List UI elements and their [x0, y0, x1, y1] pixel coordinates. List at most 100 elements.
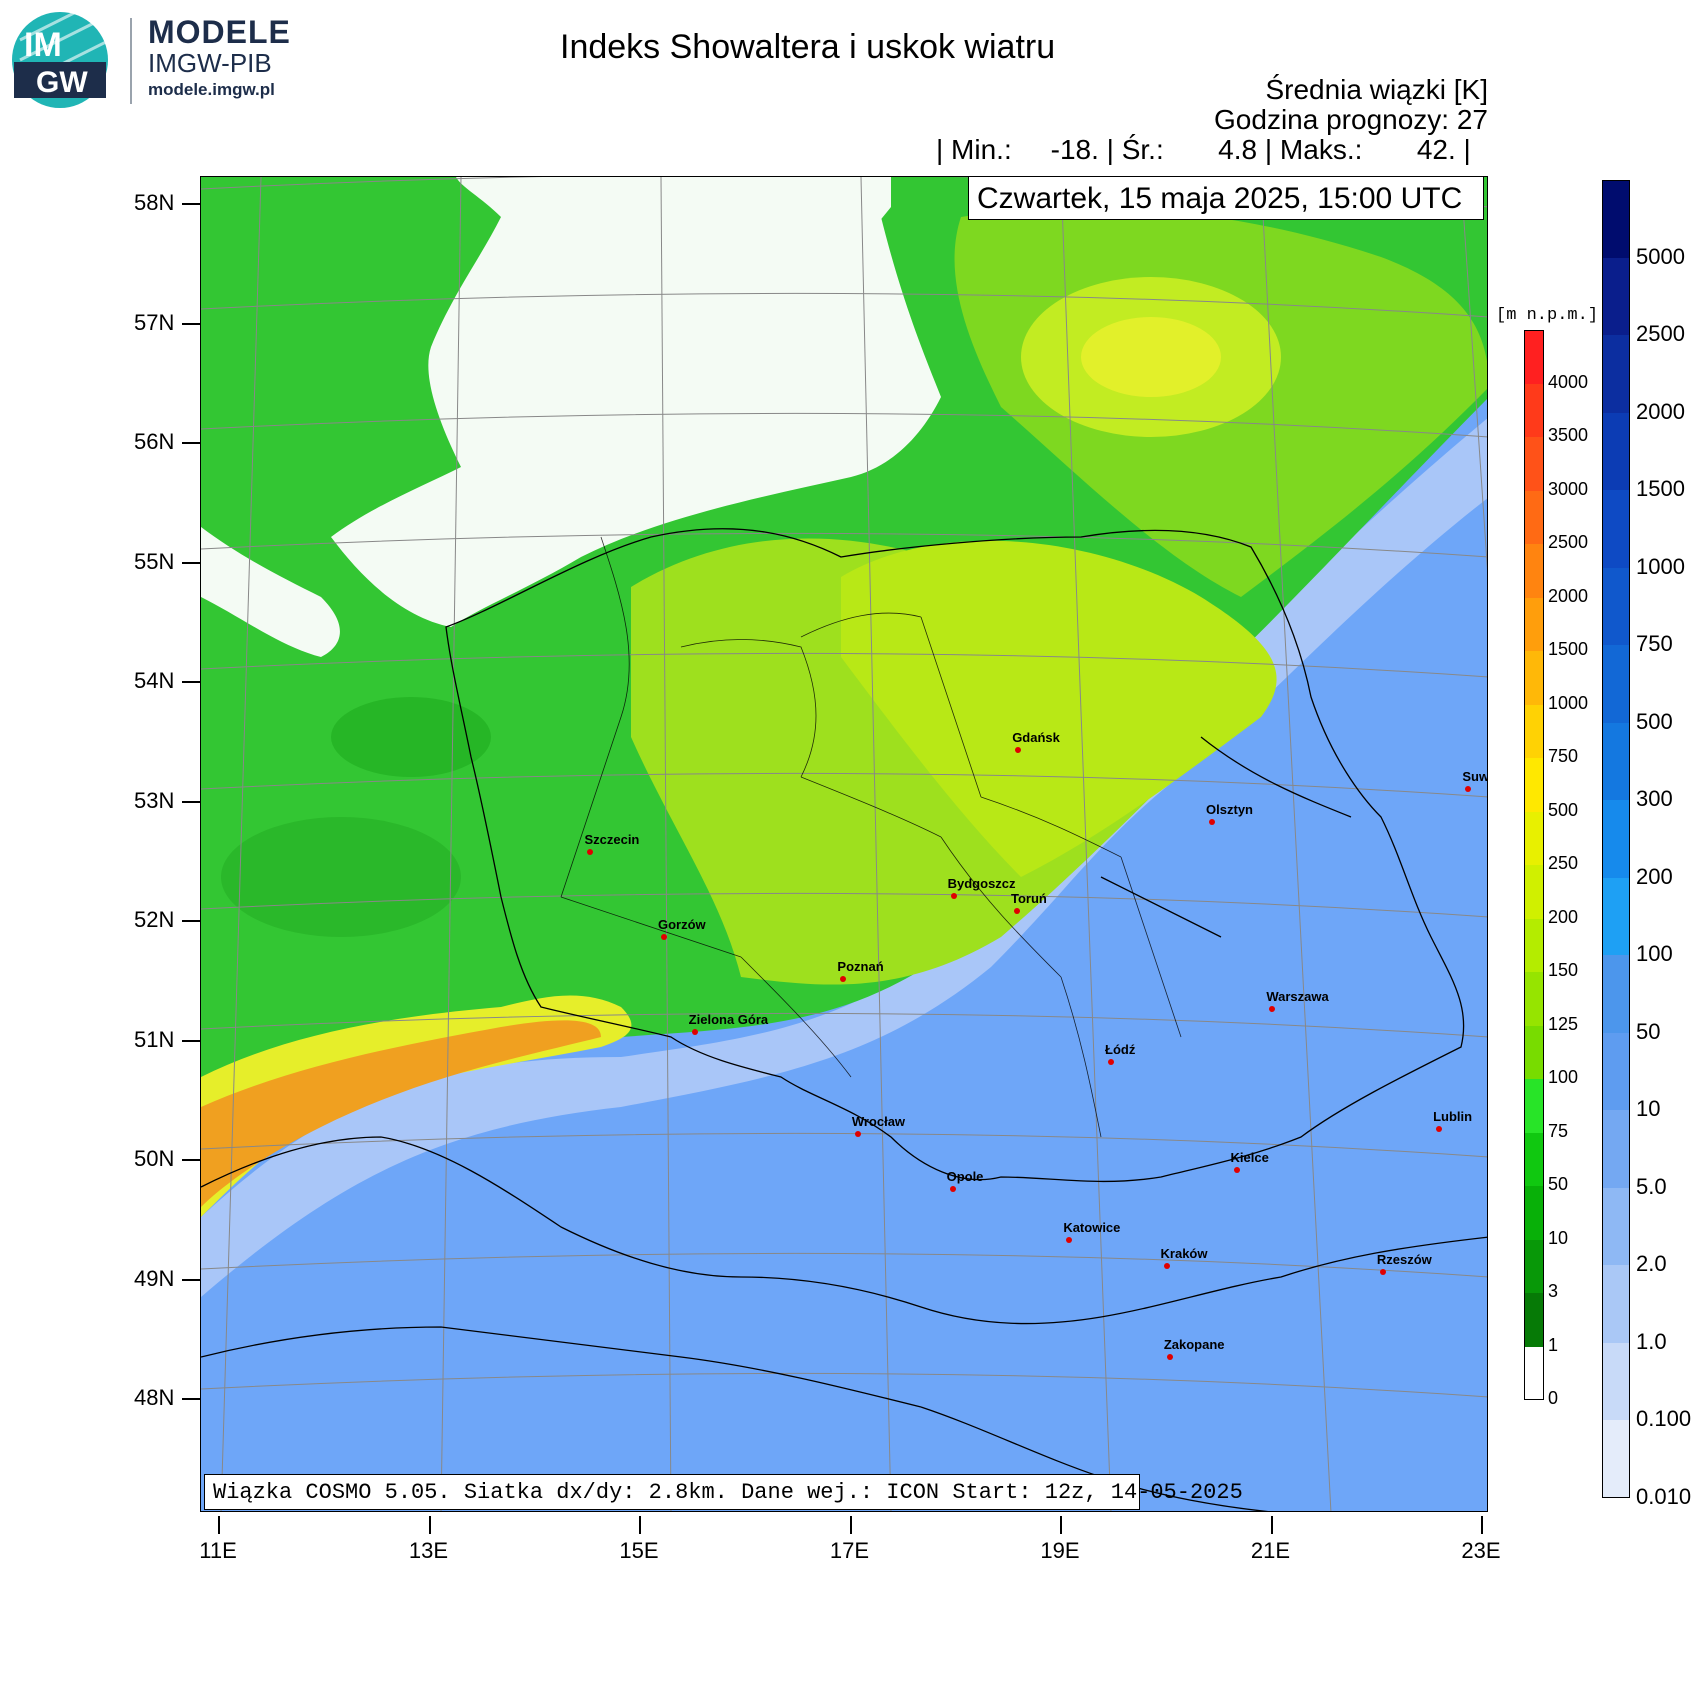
colorbar-terrain-label: 750 [1548, 746, 1579, 766]
logo-url[interactable]: modele.imgw.pl [148, 80, 275, 99]
colorbar-terrain-label: 3000 [1548, 478, 1589, 499]
colorbar-shear-segment [1602, 1110, 1630, 1188]
city-marker [587, 849, 594, 856]
lon-tick [218, 1516, 220, 1534]
date-box: Czwartek, 15 maja 2025, 15:00 UTC [968, 176, 1484, 220]
lon-label: 19E [1040, 1538, 1080, 1563]
lon-label: 21E [1250, 1538, 1291, 1563]
lat-label: 54N [134, 668, 175, 693]
map-area[interactable]: GdańskSuwałkiOlsztynBiałystokSzczecinByd… [200, 176, 1488, 1512]
lon-label: 23E [1461, 1538, 1501, 1563]
colorbar-terrain-label: 4000 [1548, 371, 1589, 392]
lon-tick [428, 1516, 431, 1534]
colorbar-terrain-label: 10 [1548, 1227, 1569, 1248]
logo-subtitle: IMGW-PIB [148, 48, 272, 78]
colorbar-terrain-label: 1000 [1548, 692, 1589, 713]
colorbar-terrain-segment [1524, 490, 1544, 544]
lat-label: 53N [134, 787, 175, 813]
colorbar-shear-segment [1602, 877, 1630, 955]
colorbar-shear-segment [1602, 1187, 1630, 1265]
city-label: Lublin [1433, 1108, 1473, 1124]
city-marker [691, 1029, 698, 1036]
lat-tick [182, 1278, 200, 1281]
colorbar-shear-label: 1000 [1636, 553, 1685, 579]
city-marker [1269, 1005, 1276, 1012]
colorbar-shear-label: 10 [1636, 1096, 1661, 1121]
lat-label: 49N [134, 1265, 175, 1291]
colorbar-terrain-segment [1524, 1132, 1544, 1186]
colorbar-terrain-label: 100 [1548, 1067, 1579, 1087]
lat-label: 58N [134, 190, 175, 215]
city-marker [1465, 785, 1472, 792]
city-label: Rzeszów [1376, 1252, 1432, 1268]
city-label: Kielce [1230, 1150, 1269, 1166]
logo-badge-line2: GW [36, 66, 88, 99]
lat-tick [182, 920, 200, 922]
city-marker [660, 934, 667, 941]
colorbar-unit-label: [m n.p.m.] [1496, 306, 1599, 325]
colorbar-terrain-label: 1 [1548, 1334, 1559, 1355]
colorbar-shear-label: 300 [1636, 786, 1673, 811]
city-label: Kraków [1160, 1245, 1208, 1261]
lat-label: 50N [134, 1146, 175, 1171]
colorbar-shear-segment [1602, 1032, 1630, 1110]
colorbar-terrain-label: 3 [1548, 1281, 1559, 1301]
colorbar-shear-segment [1602, 257, 1630, 335]
colorbar-terrain-segment [1524, 330, 1544, 384]
lat-tick [182, 1159, 200, 1161]
lat-tick [182, 681, 200, 683]
colorbar-shear-segment [1602, 1342, 1630, 1420]
colorbar-shear-label: 1500 [1636, 476, 1685, 501]
colorbar-terrain-label: 50 [1548, 1174, 1569, 1194]
city-marker [950, 893, 957, 900]
lat-label: 52N [134, 907, 175, 932]
logo-divider [130, 18, 132, 104]
colorbar-shear-label: 100 [1636, 941, 1673, 966]
logo-badge-line1: IM [24, 26, 62, 64]
colorbar-terrain-segment [1524, 1346, 1544, 1400]
forecast-hour-label: Godzina prognozy: 27 [1214, 104, 1488, 135]
city-label: Warszawa [1266, 988, 1329, 1004]
voivodeship-borders [560, 536, 1182, 1138]
colorbar-terrain-label: 200 [1548, 906, 1579, 927]
city-label: Toruń [1010, 890, 1047, 906]
city-marker [1163, 1262, 1170, 1269]
lon-tick [1270, 1516, 1273, 1534]
lat-tick [182, 322, 200, 325]
city-label: Bydgoszcz [947, 876, 1016, 892]
colorbar-terrain-label: 3500 [1548, 425, 1589, 445]
lat-tick [182, 1398, 200, 1400]
city-marker [1233, 1167, 1240, 1174]
city-marker [1013, 907, 1020, 914]
lat-label: 57N [134, 309, 175, 335]
colorbar-shear-segment [1602, 645, 1630, 723]
colorbar-terrain-label: 250 [1548, 853, 1579, 873]
colorbar-terrain-segment [1524, 972, 1544, 1026]
colorbar-shear-label: 2.0 [1636, 1251, 1667, 1276]
colorbar-terrain-label: 500 [1548, 799, 1579, 820]
city-label: Olsztyn [1206, 802, 1254, 818]
city-label: Łódź [1105, 1041, 1136, 1057]
lat-label: 48N [134, 1385, 175, 1410]
lon-label: 11E [199, 1538, 237, 1563]
city-label: Opole [946, 1168, 984, 1184]
colorbar-shear-segment [1602, 412, 1630, 490]
colorbar-terrain-segment [1524, 704, 1544, 758]
lon-tick [639, 1516, 641, 1534]
colorbar-shear-label: 750 [1636, 631, 1673, 656]
colorbar-shear-segment [1602, 490, 1630, 568]
city-label: Zielona Góra [688, 1012, 769, 1028]
lon-tick [849, 1516, 852, 1534]
colorbar-shear-label: 500 [1636, 708, 1673, 734]
colorbar-terrain-segment [1524, 918, 1544, 972]
colorbar-shear-label: 0.100 [1636, 1406, 1692, 1431]
lat-label: 51N [134, 1026, 175, 1052]
city-marker [1166, 1353, 1173, 1360]
city-marker [1209, 819, 1216, 826]
city-label: Gorzów [657, 917, 706, 933]
colorbar-shear-segment [1602, 800, 1630, 878]
lon-tick [1060, 1516, 1062, 1534]
colorbar-shear-segment [1602, 567, 1630, 645]
page-title: Indeks Showaltera i uskok wiatru [560, 28, 1056, 66]
city-marker [1066, 1236, 1073, 1243]
